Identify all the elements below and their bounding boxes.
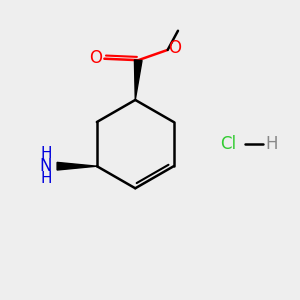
Polygon shape (57, 162, 97, 170)
Polygon shape (134, 60, 142, 100)
Text: H: H (40, 171, 52, 186)
Text: O: O (168, 38, 181, 56)
Text: H: H (40, 146, 52, 161)
Text: Cl: Cl (220, 135, 236, 153)
Text: N: N (40, 157, 52, 175)
Text: H: H (265, 135, 278, 153)
Text: O: O (90, 49, 103, 67)
